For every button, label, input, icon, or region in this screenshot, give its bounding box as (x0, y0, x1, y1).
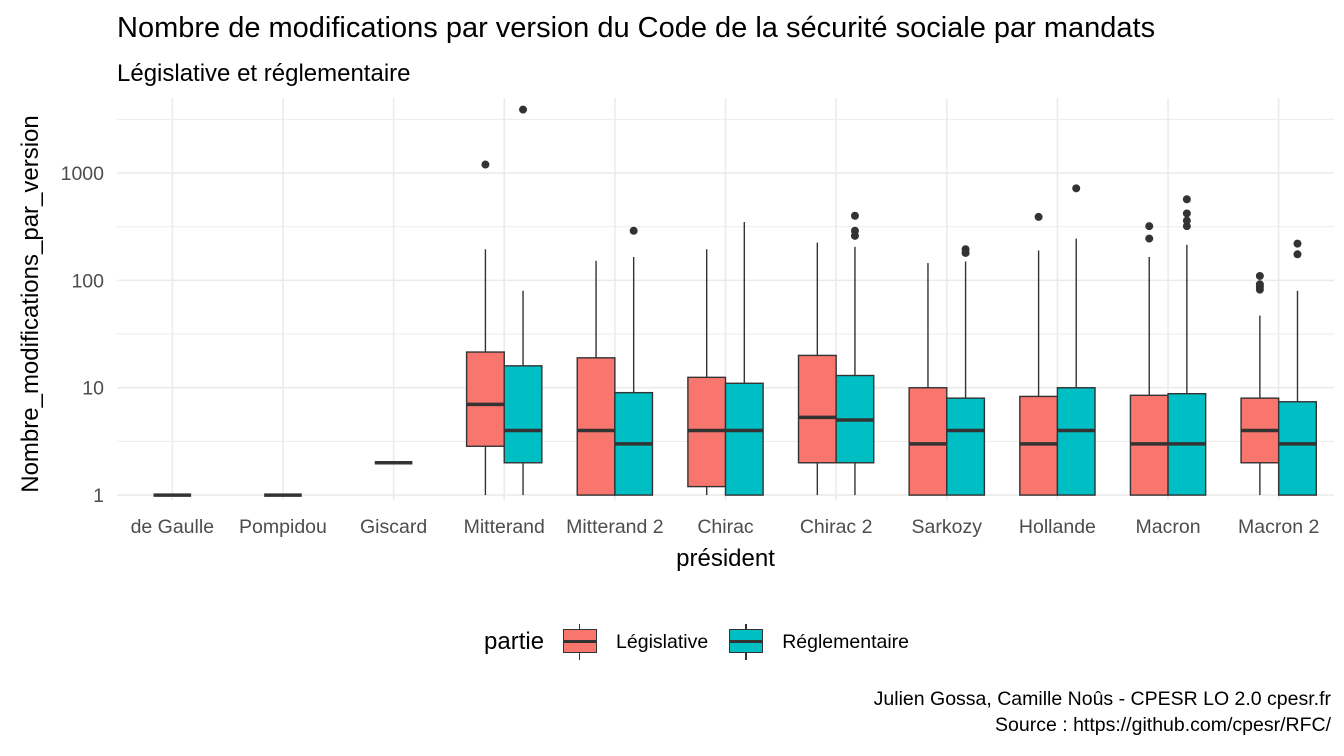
outlier-point (1293, 250, 1302, 259)
x-tick-label: Macron 2 (1238, 516, 1319, 538)
outlier-point (1293, 239, 1302, 248)
box-lgislative-macron (1129, 222, 1169, 496)
box-lgislative-chirac-2 (797, 242, 837, 496)
legend-key-reglementaire (728, 624, 764, 660)
outlier-point (1255, 271, 1264, 280)
box-rglementaire-chirac-2 (835, 211, 875, 496)
outlier-point (1182, 209, 1191, 218)
box-rglementaire-macron (1167, 195, 1207, 496)
y-axis-title: Nombre_modifications_par_version (17, 115, 44, 493)
box-body (946, 397, 986, 496)
chart-subtitle: Législative et réglementaire (117, 60, 411, 87)
caption-line: Julien Gossa, Camille Noûs - CPESR LO 2.… (873, 688, 1331, 710)
box-body (724, 382, 764, 496)
legend-title: partie (484, 628, 545, 655)
outlier-point (1182, 222, 1191, 231)
y-tick-label: 1 (93, 485, 104, 507)
outlier-point (1145, 222, 1154, 231)
legend-label-legislative: Législative (616, 630, 709, 653)
x-tick-label: Mitterand 2 (566, 516, 664, 538)
caption: Julien Gossa, Camille Noûs - CPESR LO 2.… (874, 686, 1331, 738)
outlier-point (1182, 216, 1191, 225)
box-lgislative-macron-2 (1240, 271, 1280, 496)
x-tick-label: Mitterand (464, 516, 545, 538)
box-lgislative-mitterand-2 (576, 260, 616, 496)
outlier-point (1034, 212, 1043, 221)
outlier-point (850, 226, 859, 235)
outlier-point (1255, 280, 1264, 289)
chart-title: Nombre de modifications par version du C… (117, 12, 1156, 44)
y-tick-label: 100 (71, 270, 104, 292)
outlier-point (1145, 234, 1154, 243)
box-lgislative-chirac (687, 249, 727, 496)
box-rglementaire-chirac (724, 221, 764, 496)
x-tick-label: Sarkozy (912, 516, 983, 538)
box-body (1277, 401, 1317, 496)
boxplot-chart: 1 10 100 1000 de Gaulle Pompidou Giscard Mitter… (17, 98, 1334, 572)
box-body (1019, 395, 1059, 496)
box-rglementaire-mitterand-2 (614, 226, 654, 496)
legend-item-reglementaire: Réglementaire (728, 624, 909, 660)
x-tick-label: de Gaulle (131, 516, 214, 538)
x-tick-label: Giscard (360, 516, 427, 538)
box-rglementaire-mitterand (503, 105, 543, 496)
y-tick-label: 10 (82, 378, 104, 400)
x-tick-label: Chirac 2 (800, 516, 873, 538)
x-axis-title: président (676, 545, 775, 572)
box-rglementaire-macron-2 (1277, 239, 1317, 496)
x-tick-label: Macron (1136, 516, 1201, 538)
caption-line: Source : https://github.com/cpesr/RFC/ (995, 714, 1331, 736)
outlier-point (481, 160, 490, 169)
box-rglementaire-sarkozy (946, 245, 986, 496)
box-body (797, 354, 837, 464)
outlier-point (1182, 195, 1191, 204)
y-tick-label: 1000 (61, 163, 105, 185)
outlier-point (1072, 184, 1081, 193)
legend-key-legislative (562, 624, 598, 660)
outlier-point (850, 211, 859, 220)
box-body (576, 357, 616, 496)
box-lgislative-hollande (1019, 212, 1059, 496)
box-lgislative-mitterand (465, 160, 505, 496)
outlier-point (519, 105, 528, 114)
x-tick-label: Pompidou (239, 516, 327, 538)
box-body (503, 365, 543, 464)
x-tick-label: Hollande (1019, 516, 1096, 538)
outlier-point (629, 226, 638, 235)
outlier-point (961, 245, 970, 254)
legend-item-legislative: Législative (562, 624, 708, 660)
box-body (908, 387, 948, 496)
x-tick-label: Chirac (697, 516, 754, 538)
legend-label-reglementaire: Réglementaire (782, 630, 910, 653)
box-body (1056, 387, 1096, 496)
legend: partie Législative Réglementaire (484, 624, 929, 660)
box-lgislative-sarkozy (908, 263, 948, 496)
box-rglementaire-hollande (1056, 184, 1096, 496)
box-body (465, 351, 505, 447)
